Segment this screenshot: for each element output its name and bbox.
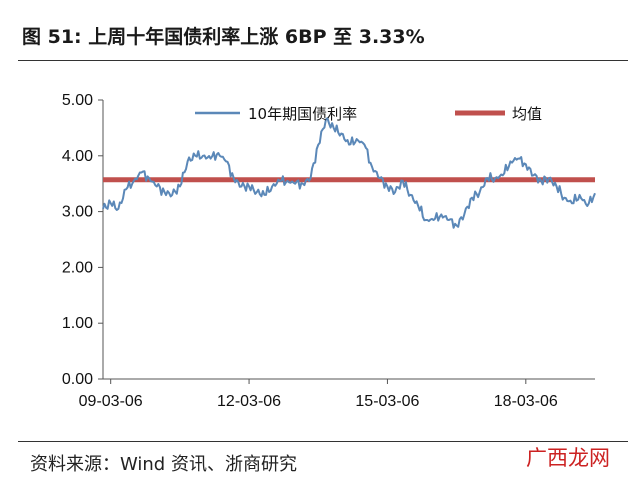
y-tick-label: 2.00 (62, 259, 93, 276)
legend: 10年期国债利率 均值 (195, 105, 542, 123)
x-tick-label: 15-03-06 (355, 393, 419, 410)
top-divider (18, 60, 628, 61)
x-tick-label: 18-03-06 (494, 393, 558, 410)
y-tick-label: 0.00 (62, 371, 93, 388)
y-tick-label: 1.00 (62, 315, 93, 332)
chart-title: 图 51: 上周十年国债利率上涨 6BP 至 3.33% (22, 26, 425, 48)
legend-label-10y-yield: 10年期国债利率 (248, 105, 357, 123)
x-tick-label: 12-03-06 (217, 393, 281, 410)
axes: 0.00 1.00 2.00 3.00 4.00 5.00 09-03-06 12-03-06… (62, 92, 595, 410)
watermark-logo: 广西龙网 (526, 446, 610, 470)
source-note: 资料来源：Wind 资讯、浙商研究 (30, 454, 297, 475)
series-line-10y-yield (102, 117, 596, 229)
bottom-divider (18, 441, 628, 442)
y-tick-label: 5.00 (62, 92, 93, 109)
y-tick-label: 3.00 (62, 204, 93, 221)
legend-label-mean: 均值 (512, 105, 542, 123)
series-layer (102, 117, 596, 229)
x-tick-label: 09-03-06 (79, 393, 143, 410)
y-tick-label: 4.00 (62, 148, 93, 165)
